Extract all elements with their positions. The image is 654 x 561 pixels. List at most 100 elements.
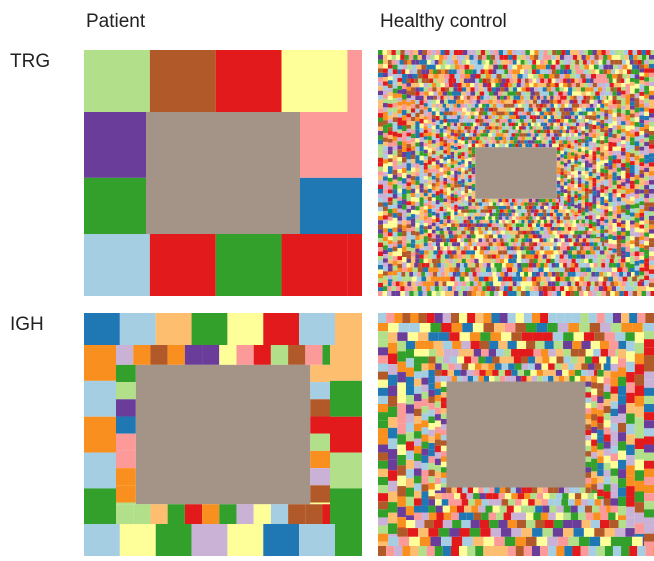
tile — [310, 485, 330, 502]
tile — [639, 170, 644, 174]
tile — [635, 180, 640, 185]
tile — [539, 50, 543, 55]
tile — [509, 100, 513, 104]
tile — [475, 92, 480, 96]
tile — [383, 181, 388, 185]
tile — [549, 140, 552, 144]
tile — [559, 267, 564, 272]
tile — [557, 161, 561, 164]
tile — [397, 351, 406, 361]
tile — [585, 414, 591, 419]
tile — [649, 140, 654, 144]
tile — [393, 271, 398, 276]
tile — [600, 108, 604, 112]
tile — [516, 487, 521, 493]
tile — [585, 126, 589, 129]
tile — [508, 520, 517, 528]
tile — [465, 182, 469, 186]
tile — [600, 124, 604, 128]
tile — [591, 74, 596, 79]
tile — [461, 156, 465, 160]
tile — [411, 252, 415, 256]
tile — [597, 443, 603, 450]
tile — [581, 92, 586, 96]
tile — [397, 272, 401, 277]
tile — [502, 499, 509, 505]
tile — [465, 155, 469, 159]
tile — [420, 207, 424, 212]
tile — [528, 267, 533, 272]
tile — [445, 254, 449, 258]
tile — [581, 183, 585, 187]
tile — [550, 216, 553, 220]
tile — [378, 100, 383, 104]
tile — [402, 215, 407, 220]
tile — [443, 192, 447, 195]
tile — [591, 433, 597, 439]
tile — [618, 341, 626, 349]
tile — [580, 259, 584, 263]
tile — [415, 130, 419, 134]
tile — [570, 209, 571, 213]
tile — [410, 313, 418, 323]
tile — [563, 528, 573, 537]
tile — [540, 227, 543, 231]
tile — [510, 263, 514, 267]
tile — [508, 65, 513, 70]
tile — [571, 140, 575, 143]
tile — [532, 144, 535, 148]
tile — [473, 133, 477, 137]
tile — [470, 83, 474, 87]
tile — [604, 463, 611, 470]
tile — [406, 395, 414, 404]
tile — [590, 286, 594, 291]
tile — [458, 206, 462, 209]
tile — [445, 277, 450, 282]
tile — [578, 142, 582, 145]
tile — [644, 517, 654, 525]
tile — [578, 174, 582, 177]
tile — [421, 392, 428, 399]
tile — [393, 213, 398, 218]
tile — [529, 83, 533, 87]
tile — [514, 104, 518, 108]
tile — [621, 236, 625, 240]
tile — [600, 169, 604, 173]
tile — [580, 69, 584, 74]
tile — [451, 136, 455, 139]
tile — [500, 238, 504, 242]
tile — [474, 231, 478, 235]
tile — [400, 55, 404, 60]
tile — [388, 108, 393, 112]
tile — [397, 414, 406, 424]
tile — [432, 111, 436, 115]
tile — [452, 487, 457, 493]
tile — [485, 356, 492, 363]
tile — [649, 225, 654, 229]
tile — [560, 281, 564, 286]
tile — [464, 238, 468, 242]
tile — [521, 213, 524, 217]
tile — [612, 249, 616, 253]
tile — [428, 233, 432, 237]
tile — [635, 74, 640, 79]
tile — [629, 313, 637, 323]
tile — [551, 65, 556, 70]
tile — [541, 349, 548, 356]
tile — [579, 238, 583, 242]
tile — [585, 223, 589, 226]
tile — [608, 137, 612, 142]
tile — [634, 281, 638, 286]
tile — [598, 87, 602, 91]
tile — [570, 126, 573, 129]
tile — [649, 77, 654, 81]
tile — [120, 524, 156, 556]
tile — [408, 332, 418, 341]
tile — [579, 281, 583, 286]
tile — [604, 126, 608, 129]
tile — [436, 506, 443, 513]
tile — [454, 171, 458, 174]
tile — [457, 69, 461, 74]
tile — [518, 112, 522, 116]
tile — [486, 140, 489, 144]
